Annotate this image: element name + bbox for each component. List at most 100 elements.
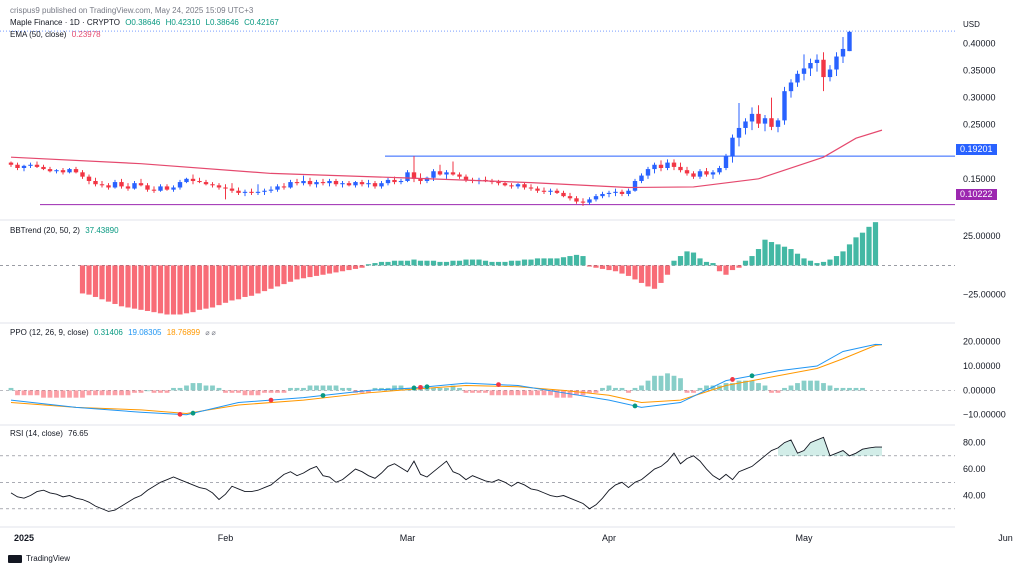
- bbtrend-bar: [92, 265, 99, 297]
- bbtrend-bar: [625, 265, 632, 276]
- candle: [606, 190, 612, 198]
- candle-body: [372, 183, 378, 187]
- bbtrend-bar: [710, 263, 716, 266]
- bbtrend-bar: [515, 260, 521, 266]
- candle-body: [216, 185, 222, 188]
- bbtrend-bar: [794, 253, 801, 266]
- candle-body: [554, 190, 560, 193]
- ppo-histogram-bar: [801, 380, 807, 391]
- candle-body: [431, 171, 436, 178]
- ppo-histogram-bar: [203, 385, 209, 391]
- candle: [236, 187, 241, 196]
- ppo-histogram-bar: [613, 387, 618, 391]
- candle: [288, 179, 293, 189]
- bbtrend-bar: [489, 261, 495, 266]
- candle-body: [580, 201, 586, 203]
- ppo-histogram-bar: [496, 390, 501, 396]
- ppo-histogram-bar: [424, 387, 430, 391]
- candle-body: [307, 180, 313, 185]
- bbtrend-bar: [456, 260, 463, 266]
- bbtrend-bar: [261, 265, 268, 292]
- bbtrend-bar: [534, 258, 541, 266]
- ppo-histogram-bar: [554, 390, 560, 398]
- candle: [567, 192, 573, 201]
- ppo-histogram-bar: [795, 383, 800, 391]
- ppo-histogram-bar: [853, 387, 859, 391]
- candle: [359, 179, 365, 187]
- bbtrend-bar: [521, 259, 528, 266]
- candle-body: [262, 190, 267, 192]
- ppo-histogram-bar: [249, 390, 254, 396]
- candle-body: [756, 113, 761, 124]
- candle-body: [177, 182, 183, 188]
- price-axis-tick: 0.35000: [963, 66, 996, 76]
- ppo-histogram-bar: [262, 390, 267, 393]
- ppo-settings-icon[interactable]: ⌀ ⌀: [205, 330, 216, 337]
- candle-body: [379, 183, 384, 187]
- ppo-histogram-bar: [756, 383, 761, 391]
- ppo-legend: PPO (12, 26, 9, close) 0.31406 19.08305 …: [10, 328, 219, 337]
- ppo-histogram-bar: [483, 390, 488, 393]
- bbtrend-bar: [859, 232, 866, 266]
- bbtrend-bar: [768, 242, 775, 266]
- bbtrend-bar: [229, 265, 235, 301]
- candle-body: [346, 183, 352, 186]
- bbtrend-bar: [749, 256, 755, 266]
- bbtrend-bar: [359, 265, 365, 268]
- candle-body: [769, 118, 774, 127]
- rsi-axis-tick: 80.00: [963, 438, 986, 448]
- bbtrend-bar: [729, 265, 736, 271]
- candle-body: [359, 182, 365, 185]
- candle-body: [294, 182, 300, 184]
- ppo-histogram-bar: [860, 387, 865, 391]
- time-axis-tick: 2025: [14, 533, 34, 543]
- candle-body: [548, 190, 553, 192]
- candle: [67, 168, 72, 174]
- candle: [424, 176, 430, 184]
- candle-body: [782, 91, 787, 121]
- bbtrend-bar: [658, 265, 664, 283]
- ppo-histogram-bar: [431, 387, 436, 391]
- bbtrend-bar: [99, 265, 105, 300]
- candle: [437, 164, 443, 176]
- bbtrend-bar: [131, 265, 138, 309]
- ppo-histogram-bar: [190, 383, 196, 391]
- ppo-histogram-bar: [73, 390, 79, 398]
- ppo-cross-dot: [190, 410, 196, 416]
- candle: [333, 178, 339, 187]
- candle: [171, 185, 176, 192]
- ppo-cross-dot: [418, 384, 423, 390]
- candle-body: [626, 190, 631, 194]
- ppo-histogram-bar: [41, 390, 46, 398]
- candle: [366, 179, 371, 188]
- candle: [184, 177, 189, 184]
- ppo-histogram-bar: [470, 390, 475, 393]
- ppo-histogram-bar: [327, 385, 332, 391]
- bbtrend-bar: [255, 265, 261, 294]
- ppo-histogram-bar: [392, 385, 397, 391]
- ohlc-high: H0.42310: [165, 18, 201, 27]
- candle-body: [587, 199, 592, 203]
- ppo-histogram-bar: [489, 390, 495, 396]
- ppo-histogram-bar: [67, 390, 72, 398]
- candle: [54, 169, 59, 174]
- bbtrend-bar: [268, 265, 274, 289]
- candle: [736, 103, 742, 147]
- bbtrend-bar: [495, 261, 502, 266]
- candle: [561, 190, 566, 198]
- bbtrend-bar: [872, 222, 879, 266]
- ppo-histogram-bar: [398, 385, 404, 391]
- candle: [314, 179, 319, 188]
- candle-body: [424, 177, 430, 181]
- candle-body: [652, 164, 657, 170]
- candle: [41, 164, 46, 171]
- bbtrend-bar: [723, 265, 729, 275]
- ppo-histogram-bar: [320, 385, 326, 391]
- ppo-axis-tick: −10.00000: [963, 410, 1006, 420]
- ppo-cross-dot: [177, 411, 183, 417]
- candle: [548, 188, 553, 196]
- ppo-histogram-bar: [574, 390, 579, 396]
- ppo-histogram-bar: [541, 390, 547, 396]
- candle: [229, 183, 235, 193]
